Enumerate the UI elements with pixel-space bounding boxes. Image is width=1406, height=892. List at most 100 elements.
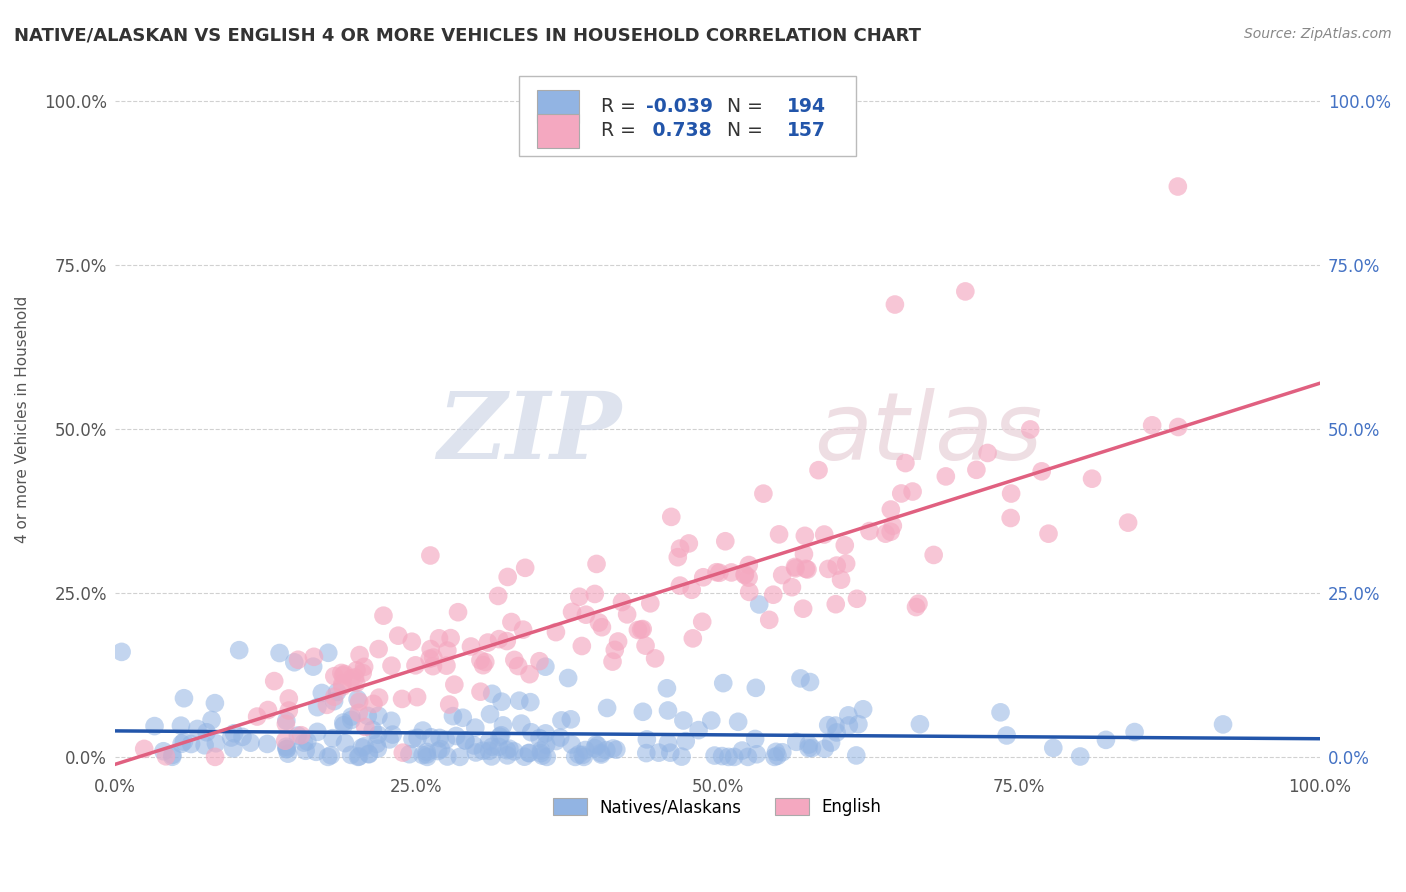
Point — [669, 578, 692, 592]
Point — [290, 728, 312, 742]
Point — [585, 738, 607, 752]
Point — [825, 558, 848, 573]
Point — [793, 529, 815, 543]
Point — [517, 746, 540, 760]
Point — [634, 639, 657, 653]
Point — [834, 538, 856, 552]
Point — [830, 573, 852, 587]
Point — [380, 658, 402, 673]
Point — [419, 642, 441, 657]
Point — [591, 620, 613, 634]
Point — [813, 527, 835, 541]
Point — [1069, 749, 1091, 764]
Point — [276, 742, 298, 756]
Point — [711, 749, 734, 764]
Point — [486, 589, 509, 603]
Point — [636, 746, 658, 760]
Point — [427, 632, 450, 646]
Point — [488, 730, 510, 744]
Point — [672, 714, 695, 728]
Point — [714, 534, 737, 549]
Point — [548, 731, 571, 745]
Point — [583, 741, 606, 756]
Point — [277, 704, 299, 718]
Point — [430, 742, 453, 756]
Point — [530, 743, 553, 757]
Text: N =: N = — [716, 97, 769, 116]
Point — [439, 698, 461, 712]
Point — [419, 652, 441, 666]
Point — [513, 749, 536, 764]
Point — [357, 747, 380, 762]
FancyBboxPatch shape — [537, 89, 579, 123]
Point — [607, 634, 630, 648]
Point — [350, 740, 373, 755]
Point — [529, 731, 551, 745]
Point — [454, 733, 477, 747]
Point — [711, 676, 734, 690]
Point — [381, 728, 404, 742]
Point — [1140, 418, 1163, 433]
Point — [605, 742, 627, 756]
Point — [561, 738, 583, 752]
Point — [793, 547, 815, 561]
Point — [640, 596, 662, 610]
Point — [835, 557, 858, 571]
Point — [890, 486, 912, 500]
Point — [451, 711, 474, 725]
Point — [657, 736, 679, 750]
Point — [745, 681, 768, 695]
Point — [846, 591, 869, 606]
Point — [173, 691, 195, 706]
Point — [498, 741, 520, 756]
Point — [323, 694, 346, 708]
Point — [657, 703, 679, 717]
Point — [474, 655, 496, 669]
Point — [820, 736, 842, 750]
Point — [801, 741, 824, 756]
Point — [307, 700, 329, 714]
Point — [589, 746, 612, 760]
Text: 0.738: 0.738 — [647, 121, 711, 140]
Point — [170, 737, 193, 751]
Point — [692, 570, 714, 584]
Point — [436, 643, 458, 657]
Point — [352, 665, 374, 680]
Point — [1081, 472, 1104, 486]
Point — [564, 750, 586, 764]
Point — [630, 623, 652, 637]
Point — [675, 734, 697, 748]
Point — [534, 726, 557, 740]
Point — [935, 469, 957, 483]
Point — [378, 732, 401, 747]
Point — [583, 587, 606, 601]
Point — [357, 747, 380, 761]
Point — [666, 550, 689, 565]
Point — [406, 731, 429, 745]
Point — [780, 580, 803, 594]
Point — [344, 676, 367, 690]
Point — [1000, 511, 1022, 525]
Point — [277, 747, 299, 761]
Point — [398, 747, 420, 762]
Point — [837, 708, 859, 723]
Point — [763, 750, 786, 764]
Point — [1116, 516, 1139, 530]
Point — [1031, 464, 1053, 478]
Point — [346, 692, 368, 706]
Point — [588, 615, 610, 630]
Point — [361, 723, 384, 737]
Point — [799, 675, 821, 690]
Point — [817, 562, 839, 576]
Point — [717, 750, 740, 764]
Point — [481, 687, 503, 701]
Point — [792, 601, 814, 615]
Point — [585, 557, 607, 571]
Point — [477, 635, 499, 649]
Text: ZIP: ZIP — [437, 388, 621, 478]
Point — [681, 582, 703, 597]
Point — [783, 560, 806, 574]
Point — [346, 663, 368, 677]
Point — [875, 526, 897, 541]
Point — [405, 658, 427, 673]
